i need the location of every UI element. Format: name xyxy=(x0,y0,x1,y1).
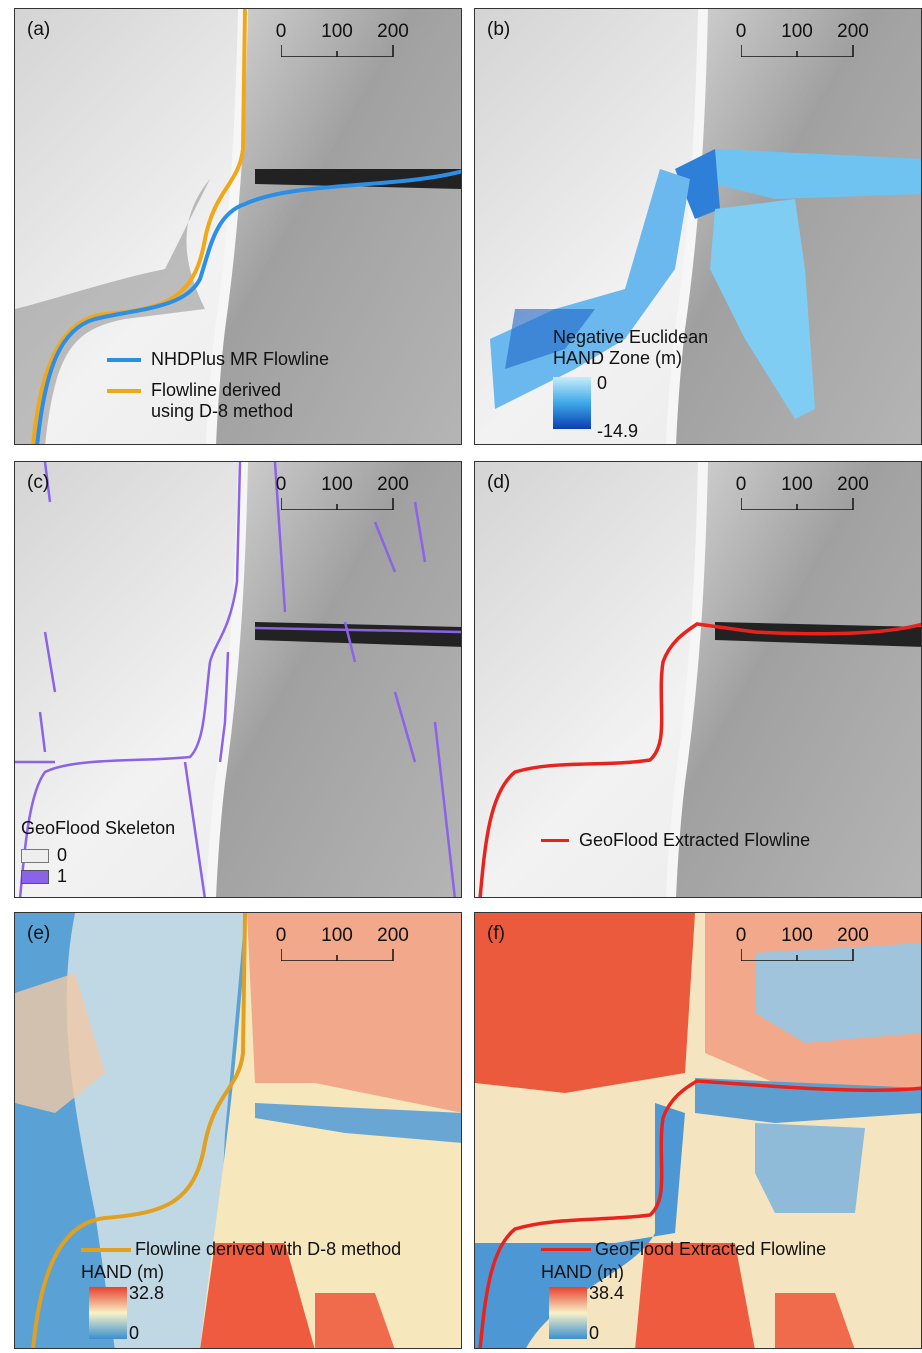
scale-tick: 100 xyxy=(321,21,353,42)
swatch-1 xyxy=(21,869,49,884)
panel-label: (f) xyxy=(487,923,505,944)
legend-text: GeoFlood Extracted Flowline xyxy=(579,830,811,850)
panel-label: (a) xyxy=(27,19,51,40)
legend-line-blue xyxy=(107,357,141,362)
scale-tick: 200 xyxy=(837,474,869,495)
legend-f: GeoFlood Extracted Flowline HAND (m) 38.… xyxy=(541,1239,826,1345)
scale-bar: 0 100 200 xyxy=(276,925,413,961)
panel-label: (e) xyxy=(27,923,51,944)
scale-tick: 200 xyxy=(837,21,869,42)
ramp-min-label: 0 xyxy=(589,1323,600,1343)
ramp-max-label: 0 xyxy=(597,373,608,393)
map-f xyxy=(475,913,921,1348)
scale-tick: 100 xyxy=(321,925,353,946)
ramp-min-label: 0 xyxy=(129,1323,140,1343)
scale-tick: 100 xyxy=(781,474,813,495)
legend-text: Flowline derived xyxy=(151,380,282,400)
legend-b: Negative Euclidean HAND Zone (m) 0 -14.9 xyxy=(553,327,709,441)
panel-d: (d) 0 100 200 GeoFlood Extracted Flowlin… xyxy=(474,461,922,898)
legend-line-red xyxy=(541,1248,591,1251)
panel-label: (d) xyxy=(487,472,511,493)
scale-tick: 0 xyxy=(275,925,287,946)
panel-e: (e) 0 100 200 Flowline derived with D-8 … xyxy=(14,912,462,1349)
legend-title: HAND (m) xyxy=(81,1262,164,1282)
scale-tick: 200 xyxy=(837,925,869,946)
panel-f: (f) 0 100 200 GeoFlood Extracted Flowlin… xyxy=(474,912,922,1349)
panel-a: (a) 0 100 200 NHDPlus MR Flowline Flowli… xyxy=(14,8,462,445)
scale-bar: 0 100 200 xyxy=(276,21,413,57)
nhdplus-flowline-a xyxy=(35,169,461,444)
ramp-max-label: 32.8 xyxy=(129,1283,165,1303)
panel-label: (b) xyxy=(487,19,511,40)
scale-bar: 0 100 200 xyxy=(736,474,873,510)
d8-flowline-e xyxy=(31,913,247,1348)
legend-title: HAND (m) xyxy=(541,1262,624,1282)
panel-label: (c) xyxy=(27,472,50,493)
scale-tick: 200 xyxy=(377,21,409,42)
scale-tick: 0 xyxy=(735,474,747,495)
legend-text: using D-8 method xyxy=(151,401,294,421)
map-e xyxy=(15,913,461,1348)
scale-bar: 0 100 200 xyxy=(736,21,873,57)
scale-tick: 0 xyxy=(275,21,287,42)
panel-b: (b) 0 100 200 Negative Euclidean HAND Zo… xyxy=(474,8,922,445)
scale-tick: 0 xyxy=(735,21,747,42)
scale-bar: 0 100 200 xyxy=(736,925,873,961)
legend-c: GeoFlood Skeleton 0 1 xyxy=(21,818,175,887)
color-ramp xyxy=(553,377,591,429)
ramp-max-label: 38.4 xyxy=(589,1283,625,1303)
geoflood-flowline-f xyxy=(478,1079,921,1348)
panel-c: (c) 0 100 200 GeoFlood Skeleton 0 1 xyxy=(14,461,462,898)
legend-text: GeoFlood Extracted Flowline xyxy=(595,1239,827,1259)
scale-tick: 100 xyxy=(781,925,813,946)
legend-title: HAND Zone (m) xyxy=(553,348,683,368)
color-ramp xyxy=(89,1287,127,1339)
map-b xyxy=(475,9,921,444)
legend-text: 0 xyxy=(57,845,68,865)
legend-text: 1 xyxy=(57,866,68,886)
color-ramp xyxy=(549,1287,587,1339)
scale-tick: 200 xyxy=(377,474,409,495)
legend-title: GeoFlood Skeleton xyxy=(21,818,176,838)
map-a xyxy=(15,9,461,444)
legend-text: NHDPlus MR Flowline xyxy=(151,349,330,369)
scale-tick: 100 xyxy=(781,21,813,42)
scale-tick: 200 xyxy=(377,925,409,946)
scale-tick: 100 xyxy=(321,474,353,495)
legend-text: Flowline derived with D-8 method xyxy=(135,1239,402,1259)
legend-line-orange xyxy=(107,388,141,393)
d8-flowline-a xyxy=(31,9,247,444)
ramp-min-label: -14.9 xyxy=(597,421,639,441)
swatch-0 xyxy=(21,848,49,863)
scale-tick: 0 xyxy=(735,925,747,946)
scale-tick: 0 xyxy=(275,474,287,495)
map-d xyxy=(475,462,921,897)
legend-e: Flowline derived with D-8 method HAND (m… xyxy=(81,1239,401,1345)
legend-d: GeoFlood Extracted Flowline xyxy=(541,830,810,851)
scale-bar: 0 100 200 xyxy=(276,474,413,510)
geoflood-flowline-d xyxy=(478,622,921,897)
legend-line-red xyxy=(541,839,569,842)
legend-title: Negative Euclidean xyxy=(553,327,709,347)
legend-a: NHDPlus MR Flowline Flowline derived usi… xyxy=(107,349,329,422)
map-c xyxy=(15,462,461,897)
legend-line-orange xyxy=(81,1247,131,1252)
